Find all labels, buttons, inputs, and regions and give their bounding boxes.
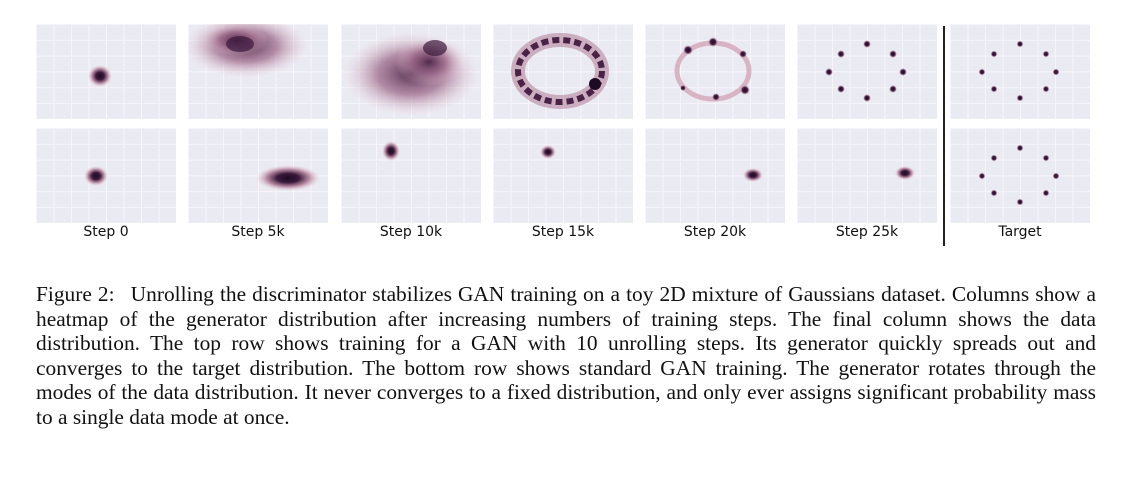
panel-top-step-15k (493, 24, 633, 119)
panel-bottom-step-25k (797, 128, 937, 223)
figure-2: Step 0 Step 5k Step 10k Step 15k Step 20… (36, 24, 1090, 246)
caption-label: Figure 2: (36, 282, 115, 306)
figure-caption: Figure 2: Unrolling the discriminator st… (36, 282, 1096, 429)
panel-bottom-step-20k (645, 128, 785, 223)
column-label-target: Target (998, 224, 1042, 240)
column-label-step-0: Step 0 (83, 224, 129, 240)
panel-top-target (950, 24, 1090, 119)
column-label-step-15k: Step 15k (531, 224, 595, 240)
panel-bottom-step-5k (188, 128, 328, 223)
column-label-step-20k: Step 20k (683, 224, 747, 240)
panel-bottom-target (950, 128, 1090, 223)
panel-top-step-20k (645, 24, 785, 119)
panel-bottom-step-0 (36, 128, 176, 223)
column-label-step-10k: Step 10k (379, 224, 443, 240)
panel-top-step-10k (341, 24, 481, 119)
column-label-step-25k: Step 25k (835, 224, 899, 240)
caption-text: Unrolling the discriminator stabilizes G… (36, 282, 1096, 429)
column-label-step-5k: Step 5k (231, 224, 285, 240)
panel-top-step-5k (188, 24, 328, 119)
panel-top-step-0 (36, 24, 176, 119)
target-divider (943, 26, 945, 246)
panel-bottom-step-10k (341, 128, 481, 223)
panel-bottom-step-15k (493, 128, 633, 223)
panel-top-step-25k (797, 24, 937, 119)
